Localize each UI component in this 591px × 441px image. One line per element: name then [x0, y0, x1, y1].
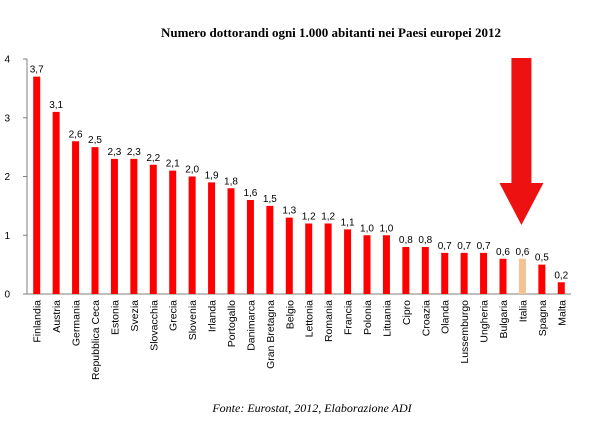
data-label: 1,0 — [379, 223, 393, 234]
bar-portogallo — [227, 188, 235, 294]
bars-group: 3,7 Finlandia 3,1 Austria 2,6 Germania 2,5 Repu… — [30, 65, 569, 380]
category-label: Slovenia — [187, 300, 199, 340]
bar-estonia — [110, 158, 118, 294]
arrow-head — [499, 183, 544, 225]
data-label: 0,7 — [457, 241, 471, 252]
bar-finlandia — [33, 76, 41, 294]
bar-belgio — [285, 217, 293, 294]
data-label: 2,3 — [127, 147, 141, 158]
chart-title: Numero dottorandi ogni 1.000 abitanti ne… — [161, 25, 501, 40]
data-label: 1,2 — [302, 212, 316, 223]
data-label: 0,6 — [496, 247, 510, 258]
category-label: Austria — [51, 300, 63, 333]
bar-ungheria — [480, 252, 488, 294]
arrow-shaft — [511, 58, 532, 184]
bar-gran-bretagna — [266, 205, 274, 294]
data-label: 3,1 — [49, 100, 63, 111]
data-label: 1,0 — [360, 223, 374, 234]
data-label: 1,2 — [321, 212, 335, 223]
y-tick-label: 3 — [4, 113, 10, 124]
category-label: Danimarca — [245, 300, 257, 351]
category-label: Lettonia — [304, 300, 316, 338]
bar-germania — [72, 141, 80, 294]
category-label: Ungheria — [479, 300, 491, 343]
data-label: 2,2 — [146, 153, 160, 164]
category-label: Spagna — [537, 300, 549, 336]
category-label: Finlandia — [32, 300, 44, 343]
y-tick-label: 1 — [4, 231, 10, 242]
bar-croazia — [421, 247, 429, 294]
bar-cipro — [402, 247, 410, 294]
bar-polonia — [363, 235, 371, 294]
bar-lituania — [382, 235, 390, 294]
data-label: 1,6 — [243, 188, 257, 199]
bar-lettonia — [305, 223, 313, 294]
data-label: 2,6 — [69, 129, 83, 140]
bar-lussemburgo — [460, 252, 468, 294]
data-label: 1,9 — [205, 170, 219, 181]
bar-slovenia — [188, 176, 196, 294]
category-label: Gran Bretagna — [265, 300, 277, 369]
category-label: Lussemburgo — [459, 300, 471, 364]
bar-grecia — [169, 170, 177, 294]
bar-repubblica-ceca — [91, 147, 99, 294]
bar-irlanda — [208, 182, 216, 294]
y-tick-label: 4 — [4, 55, 10, 66]
category-label: Italia — [517, 300, 529, 322]
data-label: 0,8 — [418, 235, 432, 246]
chart-source: Fonte: Eurostat, 2012, Elaborazione ADI — [211, 401, 412, 415]
category-label: Slovacchia — [148, 300, 160, 351]
category-label: Lituania — [381, 300, 393, 337]
data-label: 0,8 — [399, 235, 413, 246]
bar-malta — [557, 282, 565, 294]
data-label: 3,7 — [30, 65, 44, 76]
bar-italia — [518, 258, 526, 294]
data-label: 0,6 — [515, 247, 529, 258]
bar-slovacchia — [149, 164, 157, 294]
category-label: Svezia — [129, 300, 141, 332]
bar-francia — [344, 229, 352, 294]
data-label: 0,5 — [535, 253, 549, 264]
y-tick-label: 2 — [4, 172, 10, 183]
bar-svezia — [130, 158, 138, 294]
data-label: 0,2 — [554, 270, 568, 281]
data-label: 2,3 — [107, 147, 121, 158]
data-label: 1,5 — [263, 194, 277, 205]
category-label: Cipro — [401, 300, 413, 325]
y-tick-label: 0 — [4, 290, 10, 301]
category-label: Repubblica Ceca — [90, 300, 102, 380]
data-label: 1,1 — [341, 217, 355, 228]
category-label: Irlanda — [207, 300, 219, 332]
data-label: 2,0 — [185, 165, 199, 176]
category-label: Estonia — [109, 300, 121, 335]
bar-bulgaria — [499, 258, 507, 294]
data-label: 0,7 — [477, 241, 491, 252]
category-label: Grecia — [168, 300, 180, 331]
category-label: Francia — [343, 300, 355, 335]
data-label: 2,5 — [88, 135, 102, 146]
highlight-arrow — [499, 58, 544, 225]
data-label: 1,3 — [282, 206, 296, 217]
category-label: Polonia — [362, 300, 374, 335]
data-label: 2,1 — [166, 159, 180, 170]
bar-romania — [324, 223, 332, 294]
bar-olanda — [441, 252, 449, 294]
category-label: Romania — [323, 300, 335, 342]
category-label: Croazia — [420, 300, 432, 336]
category-label: Malta — [556, 300, 568, 326]
bar-danimarca — [246, 200, 254, 294]
bar-austria — [52, 111, 60, 294]
data-label: 1,8 — [224, 176, 238, 187]
category-label: Portogallo — [226, 300, 238, 347]
category-label: Olanda — [440, 300, 452, 334]
bar-spagna — [538, 264, 546, 294]
category-label: Belgio — [284, 300, 296, 329]
category-label: Bulgaria — [498, 300, 510, 339]
category-label: Germania — [71, 300, 83, 346]
data-label: 0,7 — [438, 241, 452, 252]
